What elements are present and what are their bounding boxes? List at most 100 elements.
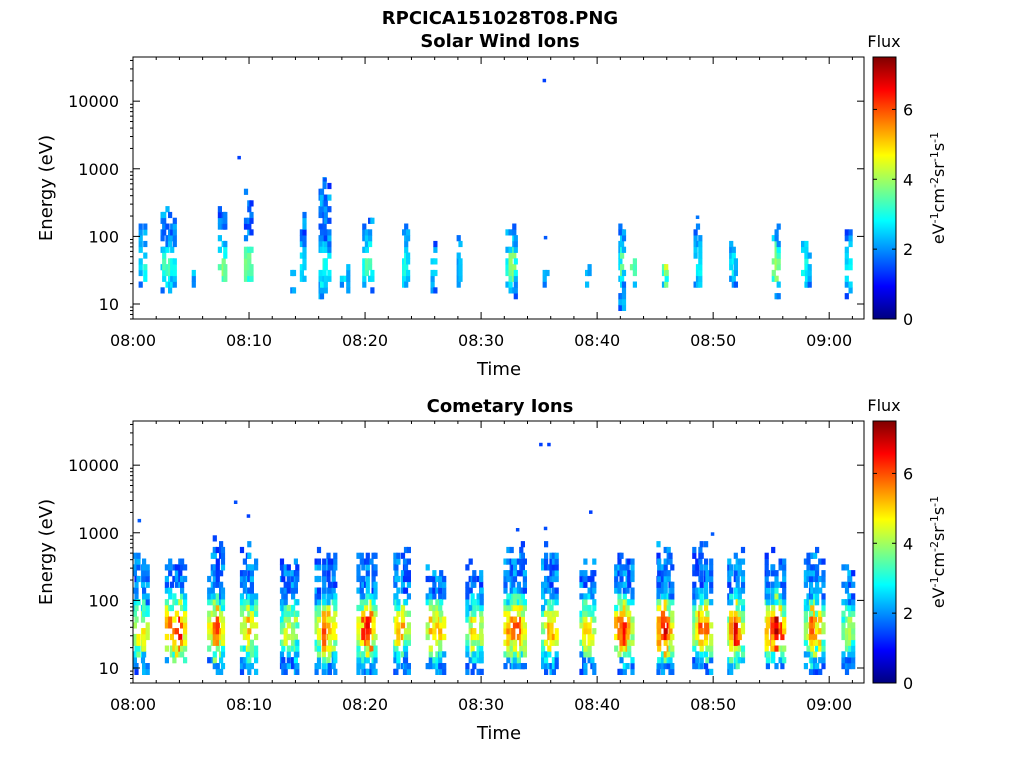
spectrogram-cell bbox=[239, 593, 245, 600]
spectrogram-cell bbox=[764, 564, 769, 571]
spectrogram-cell bbox=[432, 657, 437, 664]
spectrogram-cell bbox=[432, 610, 437, 617]
spectrogram-cell bbox=[219, 581, 224, 588]
spectrogram-cell bbox=[764, 552, 769, 559]
cometary-colorbar-title: Flux bbox=[867, 396, 900, 415]
spectrogram-cell bbox=[219, 541, 224, 548]
spectrogram-cell bbox=[428, 628, 433, 635]
spectrogram-cell bbox=[508, 264, 513, 271]
spectrogram-cell bbox=[172, 275, 177, 282]
spectrogram-cell bbox=[547, 663, 552, 670]
spectrogram-cell bbox=[322, 570, 327, 577]
spectrogram-cell bbox=[217, 206, 222, 213]
spectrogram-cell bbox=[704, 558, 709, 565]
spectrogram-cell bbox=[821, 558, 826, 565]
spectrogram-cell bbox=[138, 240, 143, 248]
spectrogram-cell bbox=[393, 552, 398, 559]
spectrogram-cell bbox=[617, 651, 622, 658]
spectrogram-cell bbox=[622, 610, 627, 617]
spectrogram-cell bbox=[406, 275, 411, 282]
x-tick-label: 08:20 bbox=[342, 331, 388, 350]
spectrogram-cell bbox=[554, 663, 559, 670]
spectrogram-cell bbox=[774, 633, 779, 641]
spectrogram-cell bbox=[774, 616, 779, 623]
spectrogram-cell bbox=[808, 575, 814, 583]
spectrogram-cell bbox=[432, 633, 437, 641]
spectrogram-cell bbox=[735, 564, 740, 571]
spectrogram-cell bbox=[371, 628, 376, 635]
spectrogram-cell bbox=[764, 558, 769, 565]
spectrogram-cell bbox=[774, 229, 779, 236]
spectrogram-cell bbox=[851, 570, 856, 577]
spectrogram-cell bbox=[660, 587, 666, 594]
spectrogram-cell bbox=[172, 639, 177, 646]
spectrogram-cell bbox=[323, 211, 328, 219]
spectrogram-cell bbox=[364, 229, 369, 236]
spectrogram-cell bbox=[692, 599, 697, 606]
spectrogram-cell bbox=[239, 645, 245, 652]
spectrogram-cell bbox=[579, 593, 584, 600]
spectrogram-cell bbox=[848, 616, 853, 623]
spectrogram-cell bbox=[592, 587, 597, 594]
spectrogram-cell bbox=[541, 628, 546, 635]
spectrogram-cell bbox=[247, 223, 252, 230]
spectrogram-cell bbox=[442, 616, 447, 623]
spectrogram-cell bbox=[142, 610, 147, 617]
spectrogram-cell bbox=[168, 287, 173, 294]
spectrogram-cell bbox=[479, 610, 484, 617]
spectrogram-cell bbox=[433, 287, 438, 294]
spectrogram-cell bbox=[660, 616, 666, 623]
spectrogram-cell bbox=[587, 645, 592, 652]
spectrogram-cell bbox=[818, 645, 823, 652]
spectrogram-cell bbox=[283, 616, 288, 623]
spectrogram-cell bbox=[283, 668, 288, 675]
spectrogram-cell bbox=[704, 633, 709, 641]
spectrogram-cell bbox=[771, 610, 776, 617]
spectrogram-cell bbox=[472, 639, 477, 646]
spectrogram-cell bbox=[183, 657, 188, 664]
spectrogram-cell bbox=[322, 622, 327, 629]
spectrogram-cell bbox=[622, 599, 627, 606]
spectrogram-cell bbox=[239, 628, 245, 635]
spectrogram-cell bbox=[215, 668, 220, 675]
spectrogram-cell bbox=[668, 639, 673, 646]
spectrogram-cell bbox=[322, 575, 327, 583]
spectrogram-cell bbox=[438, 657, 443, 664]
spectrogram-cell bbox=[331, 575, 336, 583]
spectrogram-cell bbox=[142, 593, 147, 600]
spectrogram-cell bbox=[323, 287, 328, 294]
spectrogram-cell bbox=[806, 604, 811, 612]
spectrogram-cell bbox=[803, 558, 808, 565]
spectrogram-cell bbox=[851, 651, 856, 658]
spectrogram-cell bbox=[465, 645, 470, 652]
spectrogram-cell bbox=[316, 599, 322, 606]
spectrogram-cell bbox=[479, 575, 484, 583]
spectrogram-cell bbox=[243, 269, 249, 277]
spectrogram-cell bbox=[614, 610, 619, 617]
spectrogram-cell bbox=[371, 616, 376, 623]
spectrogram-cell bbox=[458, 264, 463, 271]
spectrogram-cell bbox=[617, 558, 622, 565]
spectrogram-cell bbox=[618, 223, 623, 230]
spectrogram-cell bbox=[286, 622, 291, 629]
spectrogram-cell bbox=[506, 558, 511, 565]
spectrogram-cell bbox=[549, 564, 554, 571]
spectrogram-cell bbox=[804, 281, 810, 288]
spectrogram-cell bbox=[291, 593, 296, 600]
spectrogram-cell bbox=[516, 599, 521, 606]
spectrogram-cell bbox=[333, 564, 338, 571]
spectrogram-cell bbox=[509, 645, 514, 652]
spectrogram-cell bbox=[544, 622, 549, 629]
spectrogram-cell bbox=[207, 645, 212, 652]
spectrogram-cell bbox=[207, 628, 212, 635]
spectrogram-cell bbox=[356, 628, 361, 635]
spectrogram-cell bbox=[513, 293, 518, 300]
spectrogram-cell bbox=[630, 639, 635, 646]
spectrogram-cell bbox=[630, 570, 635, 577]
spectrogram-cell bbox=[695, 570, 700, 577]
spectrogram-cell bbox=[695, 651, 700, 658]
spectrogram-cell bbox=[821, 604, 826, 612]
spectrogram-cell bbox=[145, 575, 150, 583]
